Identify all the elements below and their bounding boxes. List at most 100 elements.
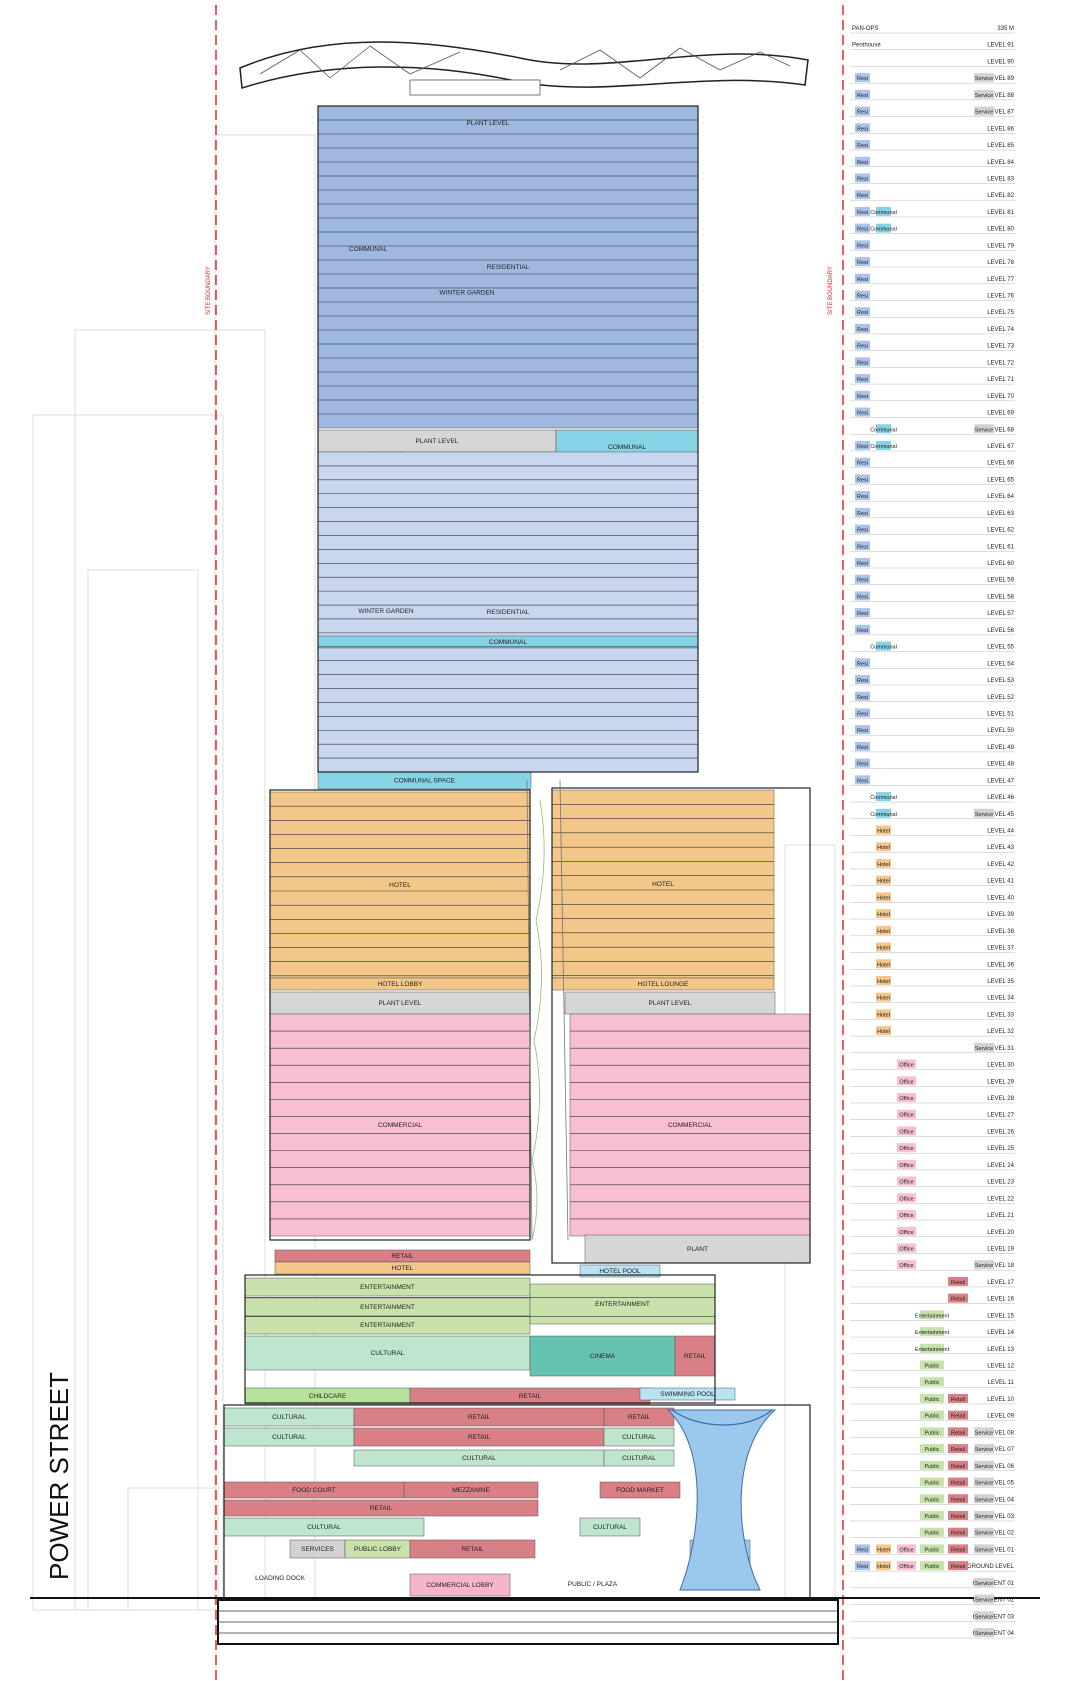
- level-tag-label: Resi: [857, 711, 868, 717]
- level-value: LEVEL 17: [987, 1280, 1014, 1286]
- level-tag-hotel: [876, 925, 891, 935]
- zone-label-foodcourt: FOOD COURT: [292, 1487, 336, 1494]
- zone-label-retail04: RETAIL: [370, 1505, 393, 1512]
- atrium: [526, 779, 569, 1241]
- zone-label-cultural2: CULTURAL: [272, 1414, 306, 1421]
- level-tag-service: [974, 1477, 994, 1487]
- level-tag-resi: [855, 190, 870, 200]
- zone-label-communalspace: COMMUNAL SPACE: [394, 778, 456, 785]
- level-tag-label: Service: [975, 1581, 993, 1587]
- level-value: LEVEL 08: [987, 1430, 1014, 1436]
- level-value: LEVEL 12: [987, 1364, 1014, 1370]
- level-value: LEVEL 54: [987, 661, 1014, 667]
- level-tag-label: Public: [925, 1481, 940, 1487]
- level-tag-entertainment: [920, 1327, 944, 1337]
- level-value: LEVEL 82: [987, 193, 1014, 199]
- level-value: LEVEL 66: [987, 461, 1014, 467]
- level-tag-retail: [948, 1444, 968, 1454]
- level-value: LEVEL 50: [987, 728, 1014, 734]
- massing-outline-0: [317, 105, 699, 773]
- level-value: LEVEL 65: [987, 477, 1014, 483]
- level-tag-label: Public: [925, 1514, 940, 1520]
- level-name: Penthouse: [852, 43, 881, 49]
- level-tag-resi: [855, 675, 870, 685]
- level-tag-retail: [948, 1544, 968, 1554]
- level-tag-retail: [948, 1393, 968, 1403]
- level-value: LEVEL 23: [987, 1180, 1014, 1186]
- level-tag-label: Resi: [857, 1564, 868, 1570]
- level-tag-label: Resi: [857, 210, 868, 216]
- zone-entR: [529, 1283, 716, 1325]
- level-tag-label: Service: [975, 1263, 993, 1269]
- zone-label-ent1: ENTERTAINMENT: [360, 1284, 415, 1291]
- level-tag-label: Retail: [951, 1297, 965, 1303]
- level-tag-public: [920, 1527, 944, 1537]
- level-tag-label: Entertainment: [915, 1313, 950, 1319]
- level-tag-label: Office: [899, 1246, 913, 1252]
- zone-hotelL: [269, 791, 531, 979]
- level-value: LEVEL 80: [987, 227, 1014, 233]
- zone-cinema: [529, 1335, 676, 1377]
- level-tag-service: [974, 1260, 994, 1270]
- level-tag-label: Hotel: [877, 912, 890, 918]
- level-tag-label: Public: [925, 1464, 940, 1470]
- level-value: LEVEL 02: [987, 1531, 1014, 1537]
- level-tag-label: Office: [899, 1063, 913, 1069]
- level-tag-label: Retail: [951, 1280, 965, 1286]
- level-value: LEVEL 72: [987, 360, 1014, 366]
- zone-label-res2: RESIDENTIAL: [487, 609, 530, 616]
- level-tag-label: Communal: [870, 227, 897, 233]
- level-tag-label: Retail: [951, 1430, 965, 1436]
- zone-label-hotelR: HOTEL: [652, 881, 674, 888]
- level-tag-resi: [855, 507, 870, 517]
- level-tag-public: [920, 1377, 944, 1387]
- level-tag-label: Office: [899, 1079, 913, 1085]
- level-tag-label: Resi: [857, 628, 868, 634]
- level-value: LEVEL 38: [987, 929, 1014, 935]
- level-value: LEVEL 11: [988, 1380, 1015, 1386]
- zone-label-loading: LOADING DOCK: [255, 1575, 306, 1582]
- level-tag-entertainment: [920, 1310, 944, 1320]
- level-tag-label: Office: [899, 1113, 913, 1119]
- level-tag-service: [974, 1544, 994, 1554]
- level-tag-label: Office: [899, 1146, 913, 1152]
- level-tag-service: [974, 1427, 994, 1437]
- level-tag-label: Resi: [857, 344, 868, 350]
- level-tag-label: Resi: [857, 176, 868, 182]
- level-tag-service: [974, 808, 994, 818]
- level-tag-resi: [855, 73, 870, 83]
- level-tag-label: Public: [925, 1447, 940, 1453]
- level-tag-service: [974, 424, 994, 434]
- zone-label-hotel16: HOTEL: [392, 1265, 414, 1272]
- level-value: LEVEL 89: [987, 76, 1014, 82]
- level-value: LEVEL 68: [987, 427, 1014, 433]
- level-tag-service: [974, 106, 994, 116]
- level-tag-label: Retail: [951, 1464, 965, 1470]
- level-tag-label: Hotel: [877, 979, 890, 985]
- level-tag-resi: [855, 691, 870, 701]
- level-tag-label: Retail: [951, 1531, 965, 1537]
- level-tag-office: [897, 1193, 916, 1203]
- level-tag-label: Service: [975, 1514, 993, 1520]
- level-value: LEVEL 13: [987, 1347, 1014, 1353]
- level-value: LEVEL 06: [987, 1464, 1014, 1470]
- zone-label-retail07: RETAIL: [468, 1434, 491, 1441]
- level-value: GROUND LEVEL: [967, 1564, 1015, 1570]
- level-tag-label: Service: [975, 427, 993, 433]
- level-tag-label: Resi: [857, 544, 868, 550]
- level-value: LEVEL 36: [987, 962, 1014, 968]
- level-tag-label: Public: [925, 1531, 940, 1537]
- level-tag-public: [920, 1477, 944, 1487]
- level-tag-office: [897, 1093, 916, 1102]
- level-tag-communal: [876, 641, 891, 651]
- level-tag-label: Resi: [857, 1547, 868, 1553]
- level-tag-resi: [855, 290, 870, 300]
- zone-swim: [639, 1387, 736, 1401]
- level-tag-public: [920, 1494, 944, 1504]
- level-tag-label: Hotel: [877, 1564, 890, 1570]
- level-tag-label: Resi: [857, 745, 868, 751]
- level-tag-label: Communal: [870, 444, 897, 450]
- zone-plant5: [584, 1234, 811, 1264]
- level-value: LEVEL 51: [987, 711, 1014, 717]
- zone-label-cultural8: CULTURAL: [593, 1524, 627, 1531]
